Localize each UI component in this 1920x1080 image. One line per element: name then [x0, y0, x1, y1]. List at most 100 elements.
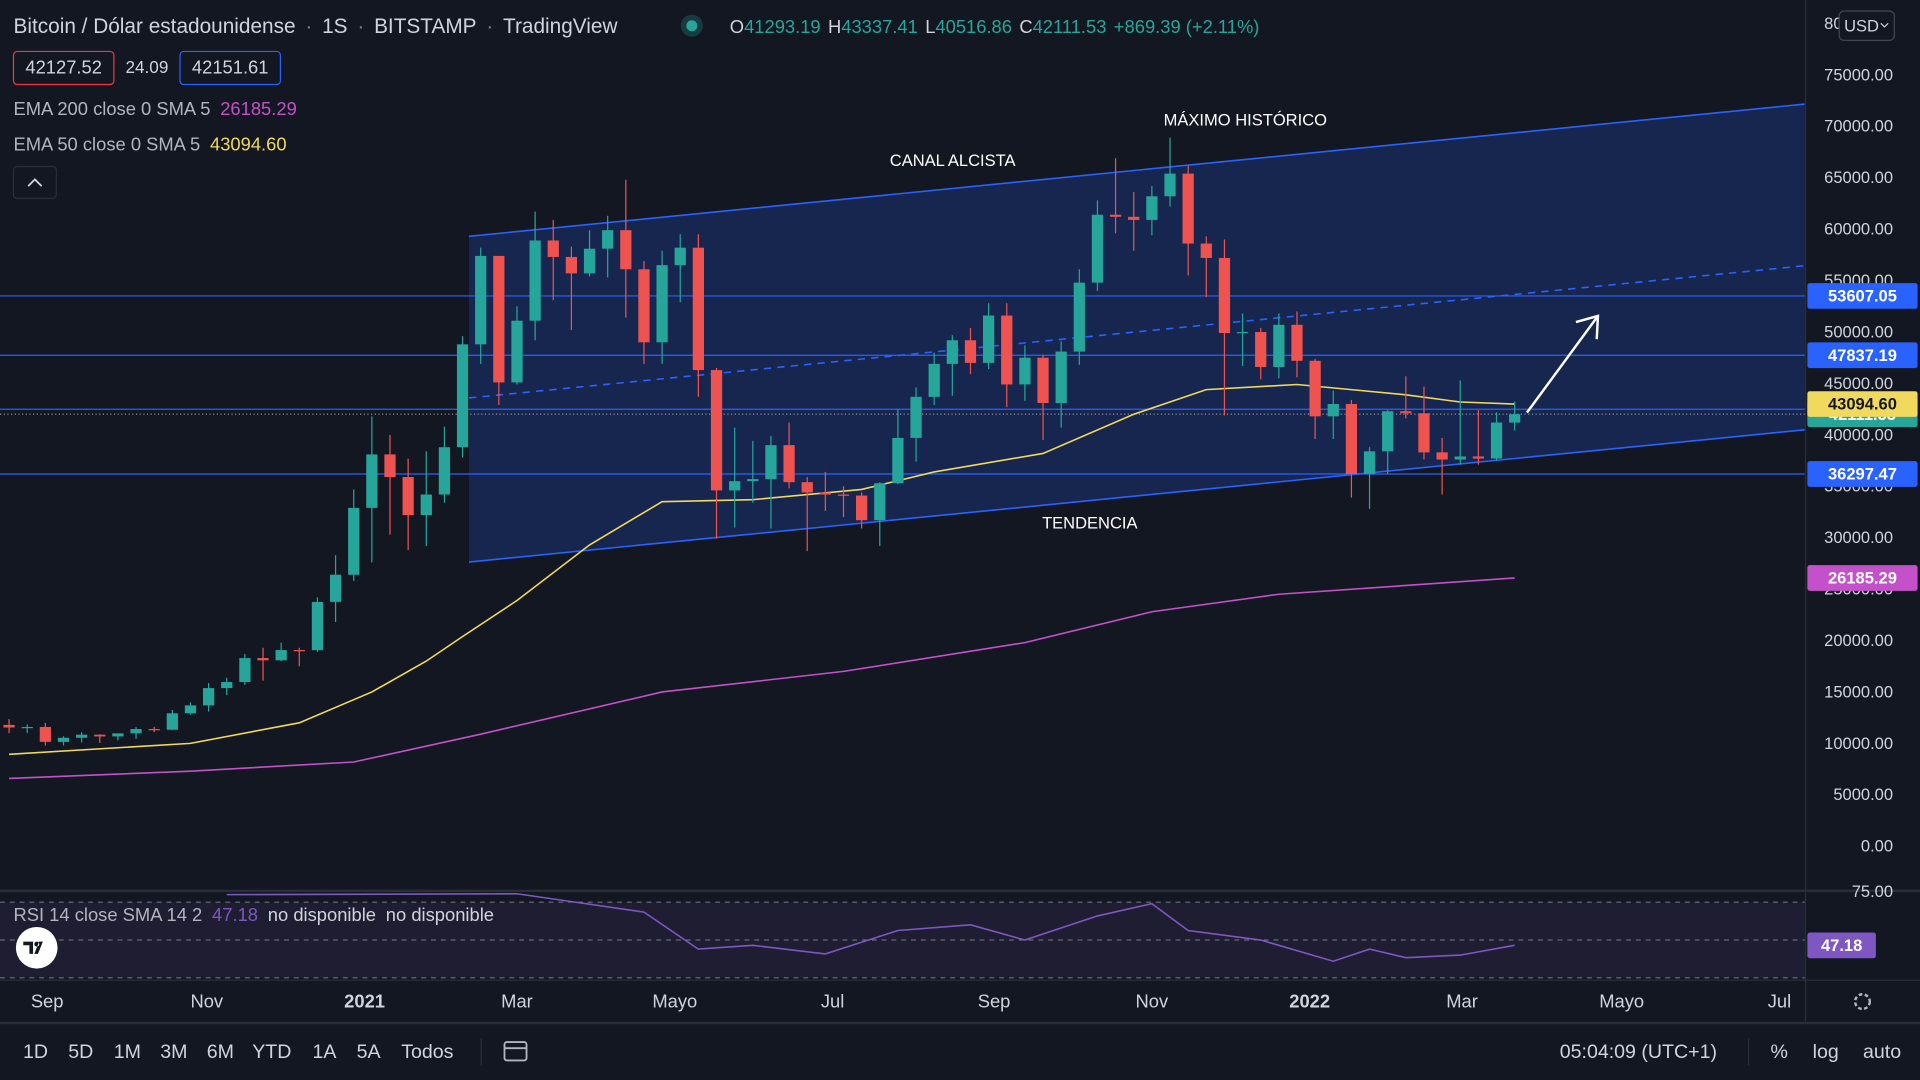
timeframe-button[interactable]: 3M: [160, 1041, 187, 1063]
date-range-icon[interactable]: [503, 1041, 528, 1062]
channel-top: [468, 103, 1805, 238]
currency[interactable]: USD: [1844, 16, 1879, 35]
candle-body: [1037, 357, 1049, 403]
candle-body: [783, 445, 795, 483]
ohlc-line: O41293.19 H43337.41 L40516.86 C42111.53 +869…: [730, 16, 1260, 37]
y-tick-label: 60000.00: [1824, 220, 1893, 239]
scale-option[interactable]: auto: [1863, 1041, 1901, 1063]
source: TradingView: [503, 14, 618, 37]
price-label-box: [1807, 565, 1918, 591]
ohlc-value: 40516.86: [935, 16, 1012, 37]
y-tick-label: 20000.00: [1824, 631, 1893, 650]
x-tick-label: 2022: [1289, 991, 1330, 1012]
legend-name: EMA 200 close 0 SMA 5: [13, 98, 210, 119]
candle-body: [166, 713, 178, 730]
candle-body: [982, 315, 995, 363]
arrow: [1525, 314, 1600, 414]
settings-gear[interactable]: [1853, 993, 1872, 1011]
candle-body: [3, 724, 15, 728]
annotation: MÁXIMO HISTÓRICO: [1164, 111, 1327, 130]
change: +869.39 (+2.11%): [1114, 16, 1260, 37]
separator: ·: [357, 14, 364, 37]
candle-body: [547, 240, 559, 257]
y-tick-label: 65000.00: [1824, 168, 1893, 187]
timeframe-button[interactable]: 5A: [357, 1041, 382, 1063]
candle-body: [892, 437, 904, 484]
channel-drawing: [468, 103, 1805, 563]
candle-body: [293, 650, 305, 652]
ohlc-letter: L: [925, 16, 935, 37]
candle-body: [529, 240, 541, 321]
ohlc-value: 41293.19: [744, 16, 821, 37]
candle-body: [1436, 452, 1448, 460]
price-label-box: [1807, 461, 1918, 487]
candle-body: [1146, 196, 1158, 220]
legend-collapse[interactable]: [12, 165, 57, 199]
candle-body: [493, 255, 505, 383]
x-tick-label: Sep: [31, 991, 64, 1012]
candle-body: [1182, 173, 1194, 244]
candle-body: [1418, 413, 1430, 453]
collapse-chevron: [27, 178, 43, 187]
ohlc-letter: H: [828, 16, 841, 37]
candle-body: [583, 248, 596, 274]
bottom-toolbar: 1D 5D 1M 3M 6M YTD 1A 5A Todos 05:04:09 (UTC+1)% l…: [23, 1041, 1901, 1063]
price-label-box: [1807, 342, 1918, 369]
buy-price[interactable]: 42151.61: [192, 56, 269, 77]
rsi-value: 47.18: [212, 904, 258, 925]
separator: ·: [486, 14, 493, 37]
currency-chevron: [1880, 22, 1889, 28]
legend-ema50: EMA 50 close 0 SMA 5 43094.60: [13, 134, 286, 155]
price-label-box: [1807, 283, 1918, 309]
timeframe-button[interactable]: 1A: [313, 1041, 338, 1063]
sell-price[interactable]: 42127.52: [25, 56, 102, 77]
rsi-pane: RSI 14 close SMA 14 2 47.18 no disponible n…: [0, 892, 1805, 979]
y-tick-label: 75000.00: [1824, 65, 1893, 84]
buy-button[interactable]: [179, 50, 282, 86]
legend-value: 26185.29: [220, 98, 297, 119]
timeframe-button[interactable]: 1D: [23, 1041, 48, 1063]
timeframe-button[interactable]: YTD: [252, 1041, 291, 1063]
timeframe-button[interactable]: 5D: [68, 1041, 93, 1063]
candle-body: [239, 658, 251, 683]
candle-body: [819, 492, 831, 495]
timeframe-button[interactable]: 1M: [114, 1041, 141, 1063]
price-label: 47837.19: [1828, 346, 1897, 365]
candle-body: [638, 269, 650, 343]
candle-body: [1164, 173, 1176, 197]
ohlc-letter: C: [1019, 16, 1032, 37]
candle-body: [1019, 357, 1031, 385]
scale-option[interactable]: log: [1813, 1041, 1839, 1063]
spread: 24.09: [126, 57, 169, 77]
calendar-body[interactable]: [503, 1041, 528, 1062]
timeframe-button[interactable]: 6M: [207, 1041, 234, 1063]
legend-ema200: EMA 200 close 0 SMA 5 26185.29: [13, 98, 296, 119]
sell-button[interactable]: [12, 50, 115, 86]
candle-body: [94, 734, 106, 737]
currency-box[interactable]: [1838, 10, 1895, 42]
candle-body: [928, 363, 940, 397]
candle-body: [511, 320, 523, 383]
x-tick-label: Jul: [1768, 991, 1791, 1012]
candle-body: [148, 729, 160, 731]
candle-body: [656, 265, 668, 343]
y-tick-label: 0.00: [1861, 837, 1893, 856]
ohlc-letter: O: [730, 16, 744, 37]
candle-body: [438, 447, 451, 495]
candle-body: [76, 734, 88, 738]
candle-body: [964, 340, 977, 363]
candle-body: [112, 733, 124, 737]
candle-body: [1255, 332, 1267, 367]
timeframe-button[interactable]: Todos: [401, 1041, 453, 1063]
y-tick-label: 40000.00: [1824, 425, 1893, 444]
candle-body: [202, 688, 215, 706]
candle-body: [1091, 214, 1104, 283]
scale-option[interactable]: %: [1770, 1041, 1787, 1063]
candle-body: [1218, 257, 1231, 334]
rsi-legend: RSI 14 close SMA 14 2 47.18 no disponible n…: [13, 904, 494, 925]
x-tick-label: Jul: [821, 991, 844, 1012]
price-label: 53607.05: [1828, 287, 1897, 306]
